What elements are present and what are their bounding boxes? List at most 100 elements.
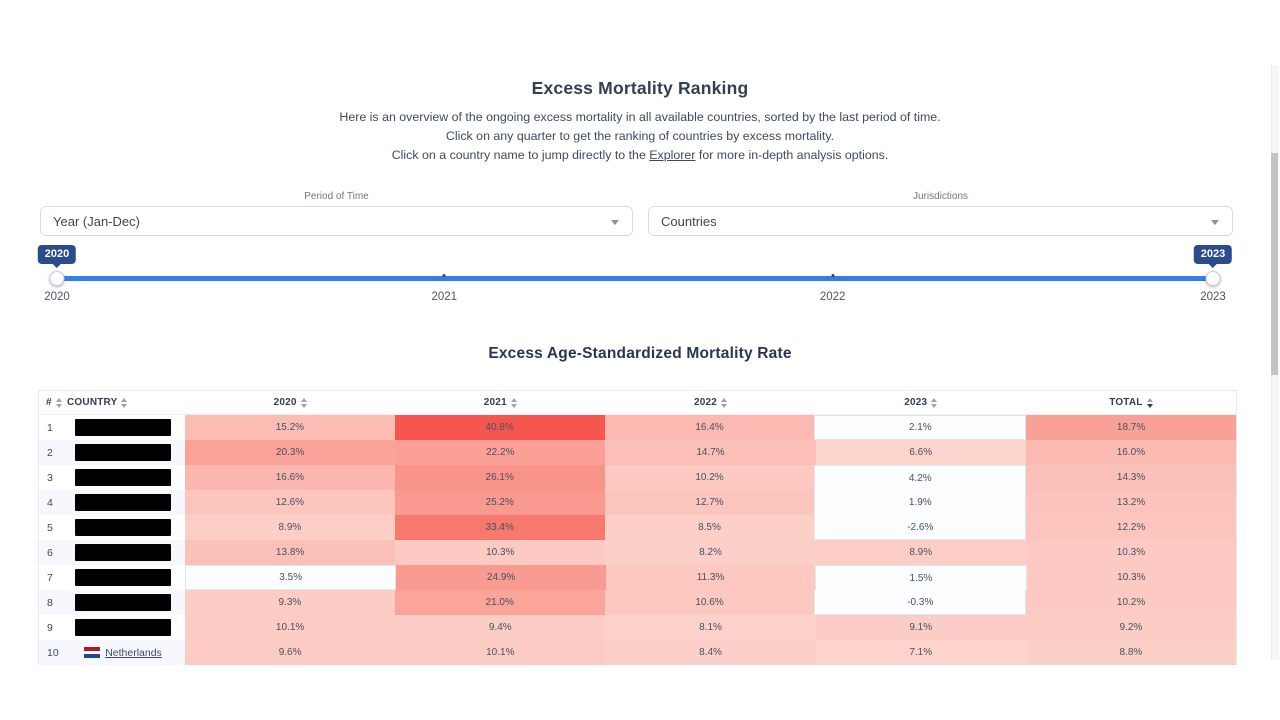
column-header-rank[interactable]: #: [39, 391, 62, 414]
column-header-2023[interactable]: 2023: [816, 391, 1026, 414]
table-row: 2 20.3% 22.2% 14.7% 6.6% 16.0%: [39, 440, 1237, 465]
slider-tick-mark: [831, 274, 835, 277]
sort-up-arrow-icon: [510, 397, 517, 402]
year-range-slider: 2020 2023 2020 2021 2022 2023: [37, 245, 1233, 309]
period-filter-label: Period of Time: [304, 191, 369, 202]
value-cell: 10.1%: [395, 640, 606, 665]
table-row: 6 13.8% 10.3% 8.2% 8.9% 10.3%: [39, 540, 1237, 565]
sort-down-arrow-icon: [121, 403, 128, 408]
table-row: 4 12.6% 25.2% 12.7% 1.9% 13.2%: [39, 490, 1236, 515]
sort-up-arrow-icon: [1146, 397, 1153, 402]
column-header-total[interactable]: TOTAL: [1026, 391, 1236, 414]
slider-end-handle[interactable]: [1205, 271, 1221, 286]
country-cell: [61, 415, 185, 440]
rank-cell: 1: [47, 421, 53, 434]
scrollbar-thumb[interactable]: [1271, 153, 1278, 375]
sort-up-arrow-icon: [300, 397, 307, 402]
value-cell: 8.9%: [815, 540, 1026, 565]
column-header-country[interactable]: COUNTRY: [61, 391, 185, 414]
value-cell: 15.2%: [185, 415, 395, 440]
value-cell: 9.1%: [815, 615, 1026, 640]
intro-line-1: Here is an overview of the ongoing exces…: [339, 110, 941, 124]
column-header-label: TOTAL: [1109, 397, 1143, 408]
period-select[interactable]: Year (Jan-Dec): [40, 206, 633, 236]
sort-up-arrow-icon: [721, 397, 728, 402]
intro-text: Here is an overview of the ongoing exces…: [0, 108, 1280, 165]
rank-cell: 8: [39, 590, 61, 615]
jurisdictions-select[interactable]: Countries: [648, 206, 1233, 236]
country-cell: [61, 590, 185, 615]
table-title: Excess Age-Standardized Mortality Rate: [488, 345, 792, 362]
intro-line-2: Click on any quarter to get the ranking …: [445, 129, 835, 143]
value-cell: 11.3%: [605, 565, 816, 590]
value-cell: 10.2%: [604, 465, 815, 490]
value-cell: 9.6%: [185, 640, 396, 665]
country-cell: [61, 565, 185, 590]
jurisdictions-select-value: Countries: [661, 213, 717, 229]
rank-cell: 6: [39, 540, 61, 565]
sort-icon: [510, 397, 517, 408]
country-cell: [61, 440, 185, 465]
value-cell: 1.5%: [815, 565, 1027, 590]
column-header-label: #: [46, 397, 52, 408]
rank-cell: 3: [47, 471, 53, 484]
slider-start-tooltip: 2020: [37, 245, 77, 264]
value-cell: 20.3%: [185, 440, 396, 465]
slider-tick-label: 2020: [44, 291, 70, 303]
table-row: 10 Netherlands 9.6% 10.1% 8.4% 7.1% 8.8%: [39, 640, 1237, 665]
value-cell: 26.1%: [394, 465, 605, 490]
value-cell: 13.2%: [1026, 490, 1236, 515]
country-cell[interactable]: Netherlands: [61, 640, 185, 665]
sort-up-arrow-icon: [55, 397, 62, 402]
value-cell: 33.4%: [394, 515, 605, 540]
sort-down-arrow-icon: [510, 403, 517, 408]
table-row: 5 8.9% 33.4% 8.5% -2.6% 12.2%: [39, 515, 1236, 540]
value-cell: 8.1%: [605, 615, 816, 640]
rank-cell: 7: [47, 571, 53, 584]
rank-cell: 10: [39, 640, 61, 665]
value-cell: 10.3%: [395, 540, 606, 565]
page-title: Excess Mortality Ranking: [531, 78, 749, 98]
redacted-country-name: [75, 444, 171, 461]
table-row: 1 15.2% 40.8% 16.4% 2.1% 18.7%: [39, 415, 1236, 440]
value-cell: 3.5%: [185, 565, 397, 590]
sort-icon: [721, 397, 728, 408]
column-header-label: 2022: [693, 397, 718, 408]
value-cell: 25.2%: [394, 490, 605, 515]
value-cell: 14.3%: [1026, 465, 1236, 490]
sort-icon: [1146, 397, 1153, 408]
value-cell: 16.0%: [1025, 440, 1237, 465]
slider-track[interactable]: [57, 274, 1213, 281]
value-cell: 8.9%: [185, 515, 395, 540]
value-cell: 8.4%: [605, 640, 816, 665]
explorer-link[interactable]: Explorer: [649, 148, 696, 162]
sort-down-arrow-icon: [931, 403, 938, 408]
column-header-label: COUNTRY: [67, 397, 118, 408]
value-cell: 14.7%: [605, 440, 816, 465]
country-link[interactable]: Netherlands: [105, 646, 162, 659]
value-cell: 10.3%: [1025, 540, 1237, 565]
rank-cell: 2: [39, 440, 61, 465]
column-header-label: 2023: [904, 397, 928, 408]
column-header-label: 2021: [483, 397, 507, 408]
slider-tick-labels: 2020 2021 2022 2023: [44, 291, 1226, 305]
value-cell: 10.2%: [1026, 590, 1236, 615]
scrollbar-track[interactable]: [1271, 65, 1279, 660]
sort-down-arrow-icon: [300, 403, 307, 408]
value-cell: 24.9%: [396, 565, 606, 590]
sort-down-arrow-icon: [1146, 403, 1153, 408]
sort-icon: [121, 397, 128, 408]
column-header-2020[interactable]: 2020: [185, 391, 395, 414]
value-cell: 12.7%: [604, 490, 815, 515]
value-cell: 22.2%: [395, 440, 606, 465]
chevron-down-icon: [1211, 220, 1219, 225]
value-cell: 1.9%: [814, 490, 1027, 515]
redacted-country-name: [75, 469, 171, 486]
chevron-down-icon: [611, 220, 619, 225]
value-cell: 40.8%: [394, 415, 605, 440]
value-cell: 12.6%: [185, 490, 395, 515]
column-header-2022[interactable]: 2022: [605, 391, 815, 414]
slider-start-handle[interactable]: [49, 271, 65, 286]
column-header-2021[interactable]: 2021: [395, 391, 605, 414]
